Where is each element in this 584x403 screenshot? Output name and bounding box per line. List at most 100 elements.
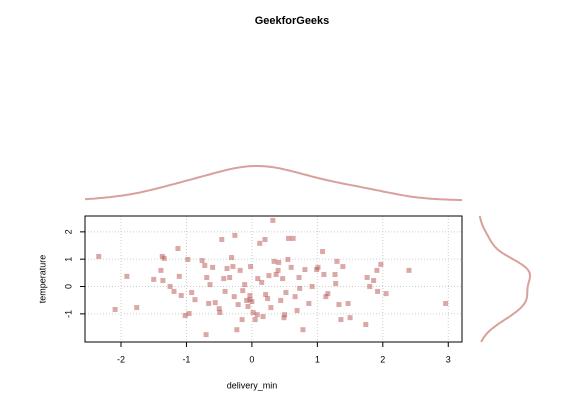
point (207, 282, 213, 288)
point (285, 256, 291, 262)
point (325, 291, 331, 297)
point (219, 237, 225, 243)
point (278, 297, 284, 303)
point (286, 235, 292, 241)
point (199, 258, 205, 264)
point (406, 267, 412, 273)
point (297, 285, 303, 291)
point (282, 312, 288, 318)
point (257, 240, 263, 246)
x-tick-label: -1 (182, 354, 190, 364)
x-tick-label: 3 (446, 354, 451, 364)
point (262, 237, 268, 243)
x-tick-label: 0 (249, 354, 254, 364)
point (296, 274, 302, 280)
density-curve (478, 215, 532, 343)
point (221, 276, 227, 282)
point (240, 288, 246, 294)
point (383, 291, 389, 297)
point (234, 327, 240, 333)
plot-frame (84, 215, 463, 343)
point (333, 281, 339, 287)
point (185, 256, 191, 262)
point (364, 274, 370, 280)
point (237, 267, 243, 273)
point (283, 290, 289, 296)
point (202, 262, 208, 268)
point (158, 267, 164, 273)
point (245, 303, 251, 309)
point (216, 306, 222, 312)
point (230, 264, 236, 270)
point (315, 264, 321, 270)
point (160, 278, 166, 284)
y-tick-label: -1 (63, 310, 73, 318)
point (167, 284, 173, 290)
point (96, 253, 102, 259)
point (309, 284, 315, 290)
point (374, 267, 380, 273)
point (375, 288, 381, 294)
point (227, 274, 233, 280)
point (332, 271, 338, 277)
point (247, 293, 253, 299)
point (112, 306, 118, 312)
point (161, 255, 167, 261)
point (300, 327, 306, 333)
point (242, 282, 248, 288)
point (265, 296, 271, 302)
point (266, 273, 272, 279)
point (321, 271, 327, 277)
point (186, 311, 192, 317)
point (280, 276, 286, 282)
point (345, 300, 351, 306)
point (302, 267, 308, 273)
point (347, 315, 353, 321)
point (124, 273, 130, 279)
point (206, 300, 212, 306)
point (292, 294, 298, 300)
point (336, 302, 342, 308)
point (189, 290, 195, 296)
point (134, 305, 140, 311)
point (231, 294, 237, 300)
point (254, 312, 260, 318)
point (271, 258, 277, 264)
point (340, 264, 346, 270)
point (290, 235, 296, 241)
point (334, 258, 340, 264)
x-tick-label: -2 (117, 354, 125, 364)
point (259, 279, 265, 285)
point (288, 264, 294, 270)
point (235, 302, 241, 308)
point (260, 314, 266, 320)
point (252, 317, 258, 323)
point (212, 300, 218, 306)
point (276, 259, 282, 265)
point (323, 294, 329, 300)
point (224, 265, 230, 271)
point (275, 267, 281, 273)
point (263, 291, 269, 297)
point (371, 278, 377, 284)
point (281, 315, 287, 321)
point (229, 255, 235, 261)
point (363, 322, 369, 328)
point (204, 274, 210, 280)
y-tick-label: 1 (63, 257, 73, 262)
point (270, 217, 276, 223)
point (239, 317, 245, 323)
point (443, 300, 449, 306)
density-curve (84, 165, 463, 202)
point (217, 309, 223, 315)
point (378, 261, 384, 267)
point (176, 273, 182, 279)
point (210, 264, 216, 270)
chart-title: GeekforGeeks (255, 15, 330, 27)
x-tick-label: 2 (380, 354, 385, 364)
point (306, 300, 312, 306)
point (320, 249, 326, 255)
point (182, 312, 188, 318)
